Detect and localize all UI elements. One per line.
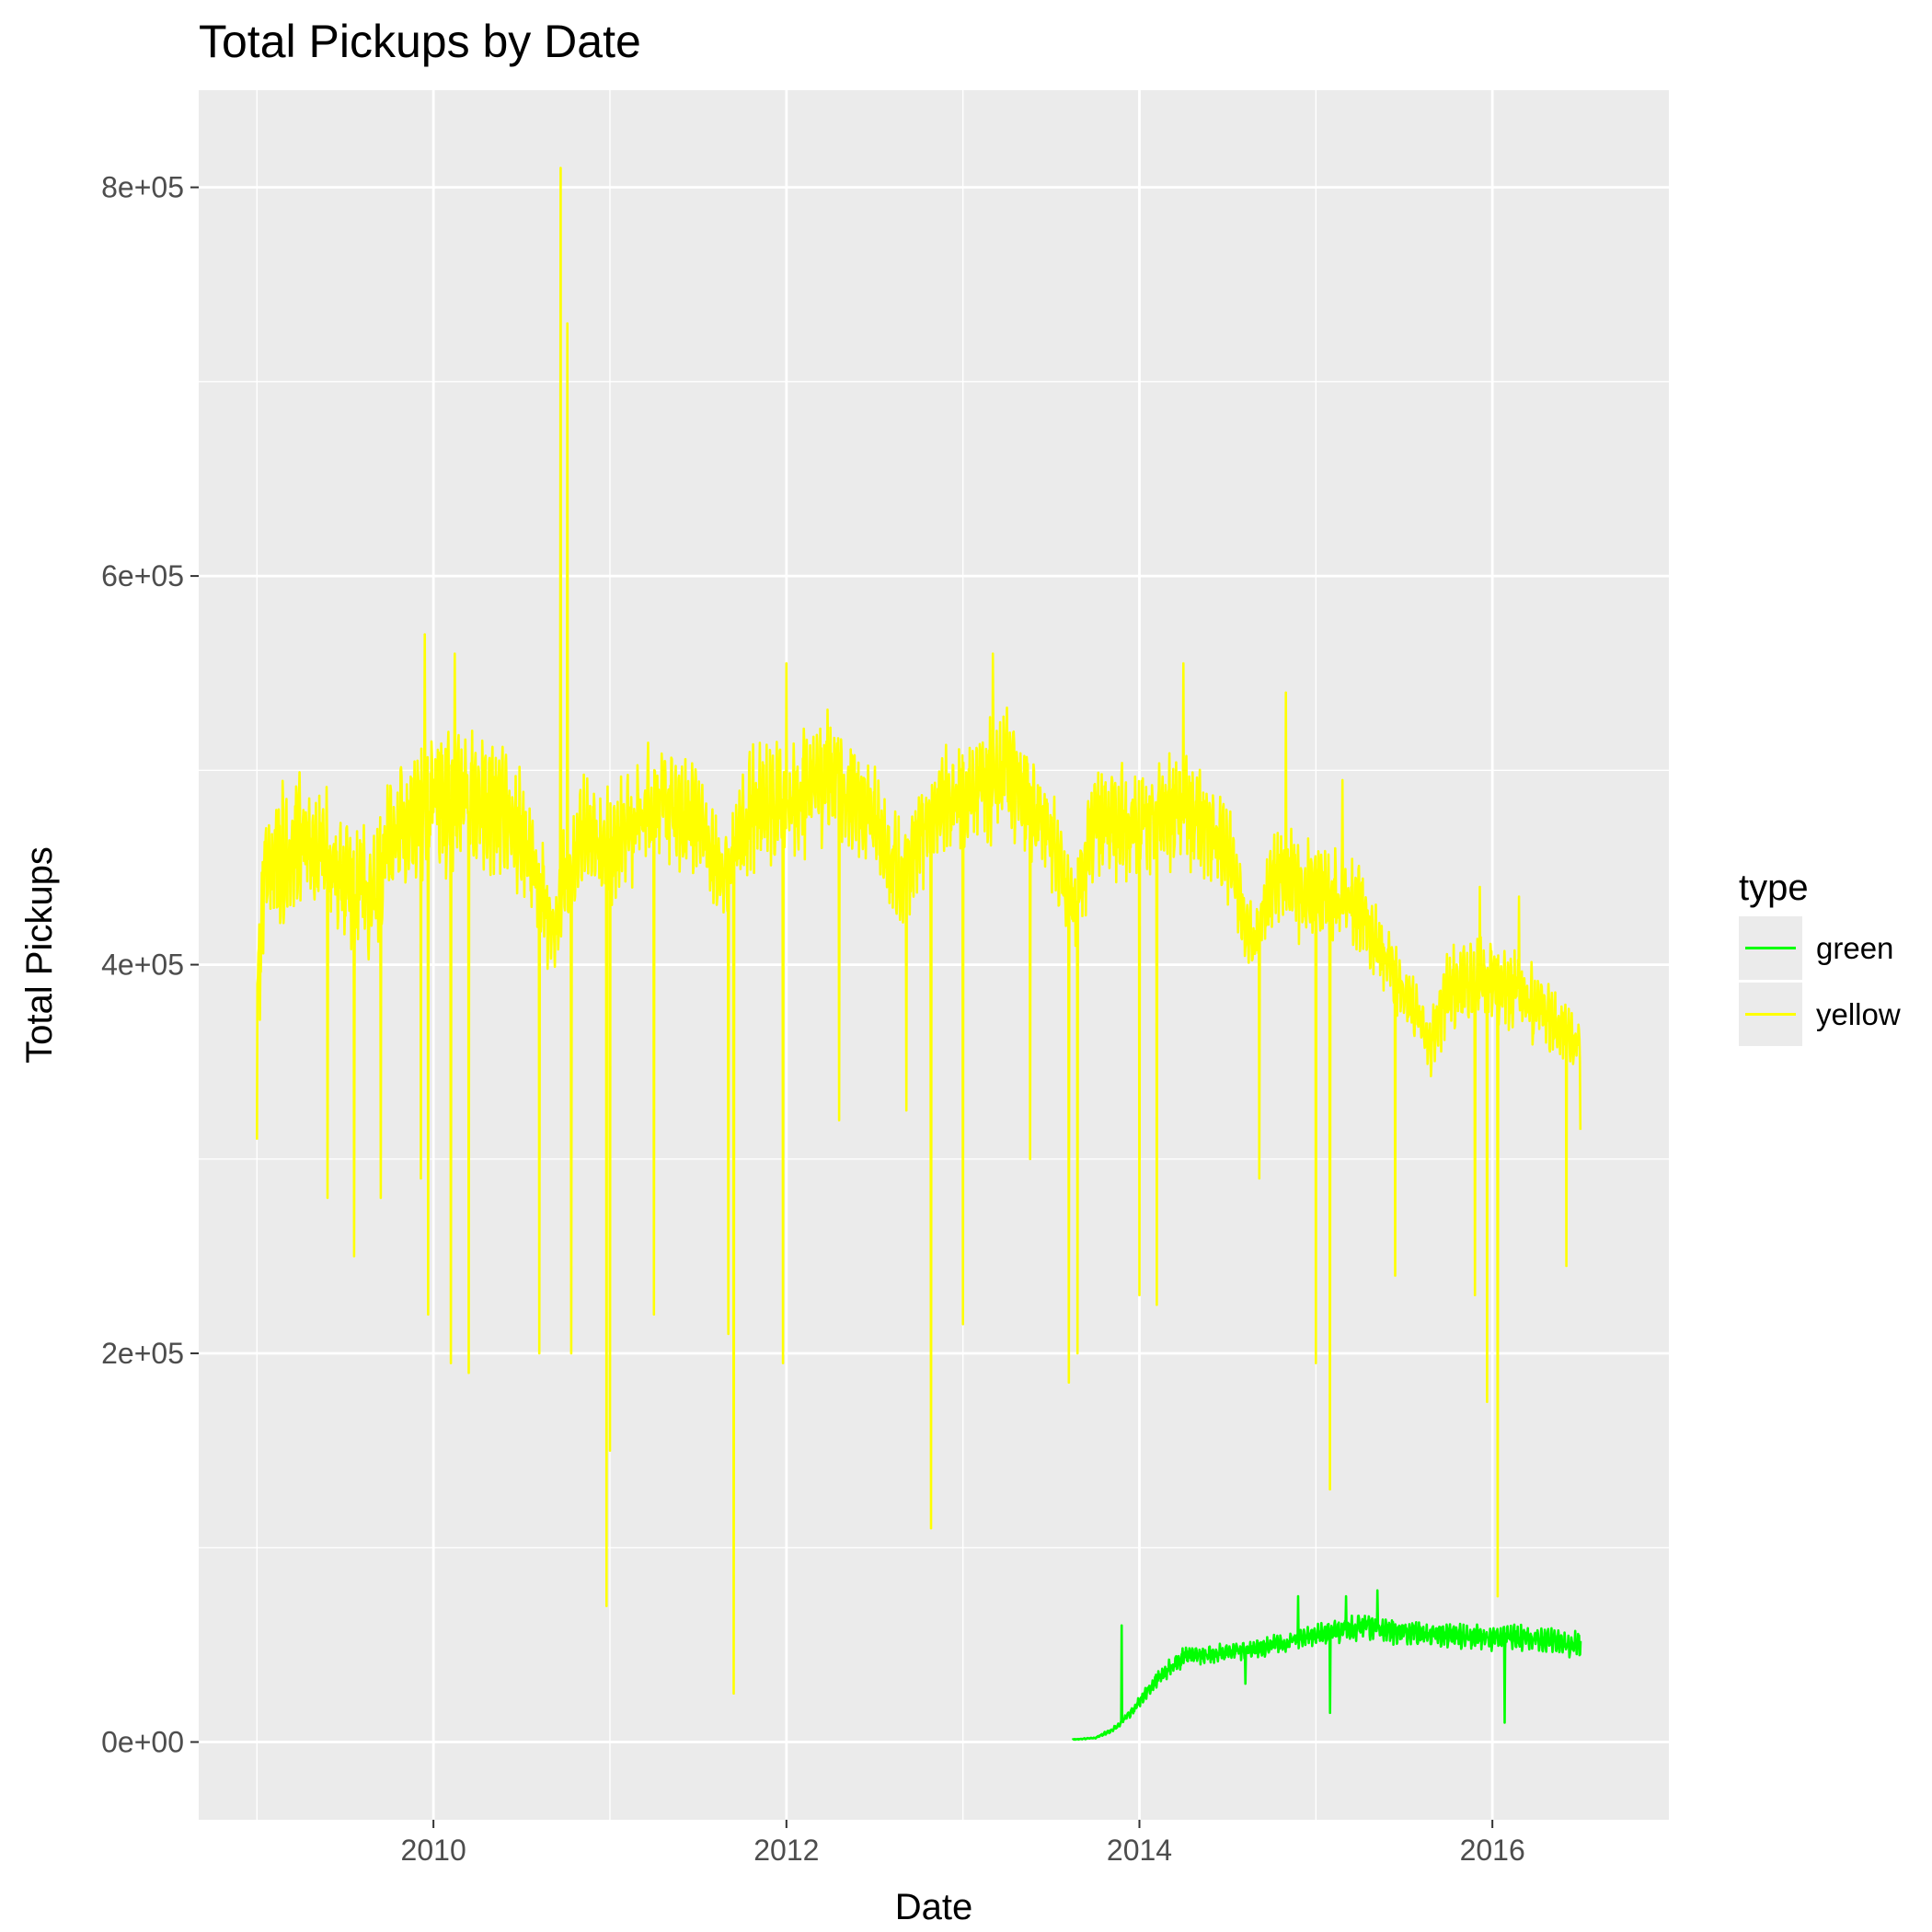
x-tick-label: 2014: [1107, 1834, 1172, 1867]
y-axis-title: Total Pickups: [19, 846, 60, 1064]
plot-background: [199, 90, 1669, 1820]
chart-title: Total Pickups by Date: [199, 16, 641, 67]
y-tick-label: 8e+05: [101, 171, 184, 204]
grid-major: [199, 90, 1669, 1820]
legend-item-yellow: yellow: [1739, 983, 1901, 1046]
legend-label: green: [1816, 931, 1893, 965]
y-tick-label: 6e+05: [101, 559, 184, 592]
y-tick-label: 4e+05: [101, 949, 184, 982]
legend: type green yellow: [1739, 868, 1901, 1046]
legend-item-green: green: [1739, 916, 1893, 980]
series-line-green: [1071, 1589, 1582, 1742]
series-layer: [256, 167, 1582, 1742]
x-tick-label: 2012: [753, 1834, 819, 1867]
x-axis-ticks: 2010 2012 2014 2016: [401, 1820, 1525, 1867]
y-tick-label: 2e+05: [101, 1337, 184, 1370]
x-tick-label: 2016: [1460, 1834, 1525, 1867]
x-tick-label: 2010: [401, 1834, 466, 1867]
y-tick-label: 0e+00: [101, 1726, 184, 1759]
series-line-yellow: [256, 167, 1582, 1695]
x-axis-title: Date: [895, 1887, 973, 1927]
y-axis-ticks: 0e+00 2e+05 4e+05 6e+05 8e+05: [101, 171, 199, 1759]
legend-items: green yellow: [1739, 916, 1901, 1046]
legend-label: yellow: [1816, 997, 1901, 1031]
legend-title: type: [1739, 868, 1809, 908]
